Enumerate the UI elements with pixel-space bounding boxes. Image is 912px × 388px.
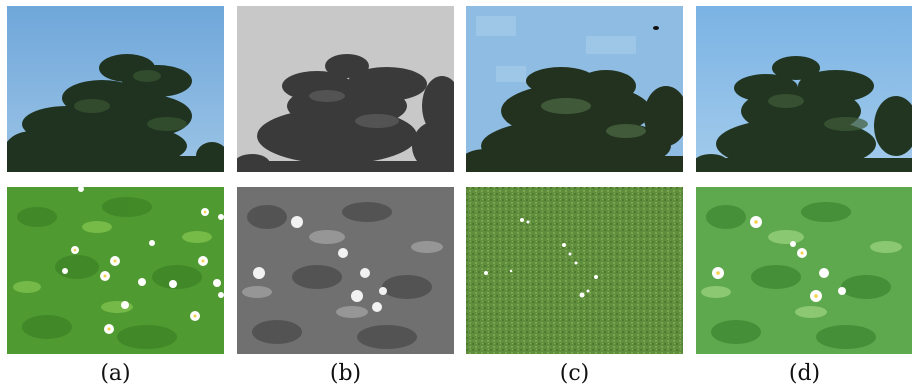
caption-d: (d) [788, 361, 821, 386]
caption-b: (b) [329, 361, 362, 386]
grass-image-c [466, 187, 683, 354]
tree-image-a [7, 6, 224, 172]
grass-image-a [7, 187, 224, 354]
caption-a: (a) [100, 361, 131, 386]
grass-image-d [696, 187, 912, 354]
tree-image-b [237, 6, 454, 172]
grass-image-b [237, 187, 454, 354]
tree-image-c [466, 6, 683, 172]
caption-c: (c) [559, 361, 590, 386]
tree-image-d [696, 6, 912, 172]
